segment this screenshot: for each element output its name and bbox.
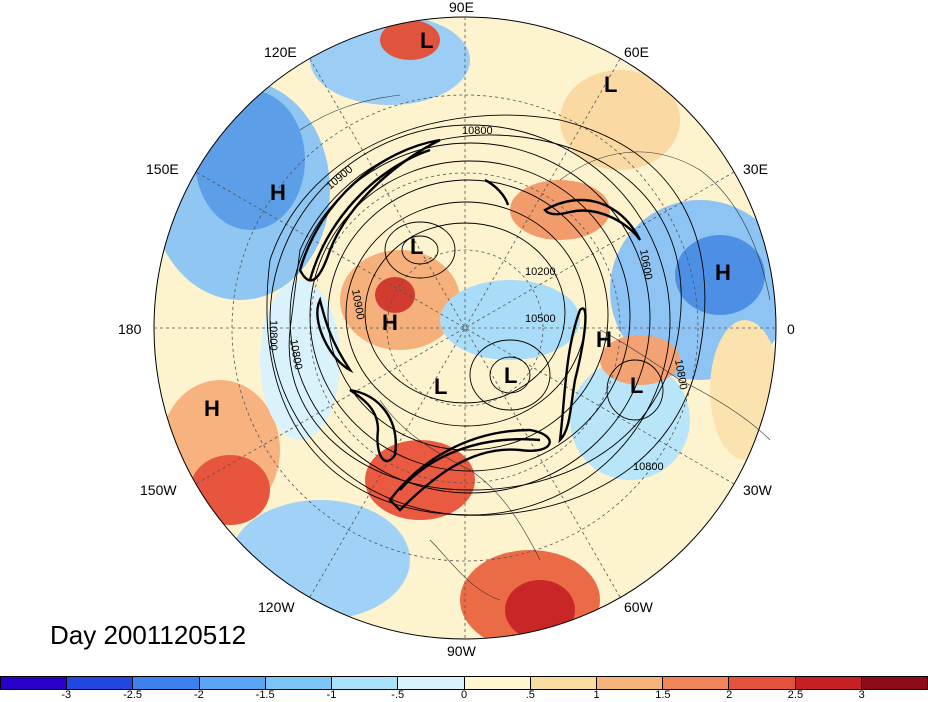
colorbar-segment	[464, 677, 531, 689]
colorbar-tick-label: -2	[193, 689, 204, 701]
colorbar-segment	[861, 677, 928, 689]
contour-label: 10900	[349, 288, 366, 320]
colorbar-tick-label: -1.5	[255, 689, 275, 701]
lon-label-120w: 120W	[258, 599, 295, 615]
pressure-center-label: L	[504, 363, 517, 388]
lon-label-90w: 90W	[447, 643, 477, 659]
colorbar-tick-label: 2.5	[787, 689, 804, 701]
colorbar-segment	[1, 677, 68, 689]
pressure-center-label: L	[434, 374, 447, 399]
pressure-center-label: L	[630, 373, 643, 398]
anomaly-field	[154, 17, 776, 639]
colorbar-segment	[663, 677, 730, 689]
contour-label: 10800	[462, 125, 493, 137]
colorbar-segment	[265, 677, 333, 689]
colorbar-tick-label: 3	[858, 689, 865, 701]
colorbar-tick-label: .5	[525, 689, 535, 701]
colorbar-tick-label: 1.5	[655, 689, 671, 701]
colorbar-tick-label: 2	[726, 689, 733, 701]
colorbar-tick-label: -2.5	[123, 689, 143, 701]
longitude-labels: 90E 60E 30E 0 30W 60W 90W 120W 150W 180 …	[118, 0, 795, 659]
colorbar-segment	[596, 677, 664, 689]
colorbar-segment	[398, 677, 465, 689]
contour-label: 10800	[267, 320, 279, 351]
coastlines	[299, 94, 771, 601]
height-contours	[266, 114, 706, 516]
colorbar-segment	[795, 677, 862, 689]
contour-label: 10800	[633, 461, 664, 473]
pressure-center-label: L	[410, 234, 423, 259]
contour-label: 10800	[672, 358, 689, 390]
date-label: Day 2001120512	[50, 620, 247, 650]
pressure-center-label: H	[270, 180, 286, 205]
lon-label-120e: 120E	[264, 44, 297, 60]
contour-label: 10500	[525, 313, 556, 325]
contour-label: 10800	[287, 338, 304, 370]
colorbar-tick-label: 1	[593, 689, 600, 701]
colorbar-tick-label: -.5	[391, 689, 405, 701]
pressure-centers: L L H H L H H L L L H	[204, 28, 731, 421]
lon-label-150e: 150E	[146, 161, 179, 177]
colorbar-segment	[67, 677, 134, 689]
colorbar-tick-label: 0	[460, 689, 468, 701]
colorbar-segment	[332, 677, 399, 689]
colorbar	[0, 676, 928, 690]
colorbar-segment	[530, 677, 597, 689]
colorbar-segment	[199, 677, 266, 689]
lon-label-60e: 60E	[624, 44, 649, 60]
pressure-center-label: L	[420, 28, 433, 53]
lon-label-150w: 150W	[140, 482, 177, 498]
pressure-center-label: L	[604, 72, 617, 97]
colorbar-segment	[729, 677, 796, 689]
pressure-center-label: H	[204, 396, 220, 421]
pressure-center-label: H	[715, 260, 731, 285]
colorbar-segment	[133, 677, 200, 689]
colorbar-labels: -3 -2.5 -2 -1.5 -1 -.5 0 .5 1 1.5 2 2.5 3	[0, 689, 928, 702]
colorbar-tick-label: -1	[326, 689, 337, 701]
lon-label-30e: 30E	[743, 161, 768, 177]
contour-labels: 10800 10900 10800 10200 10600 10800 1080…	[267, 125, 689, 473]
lon-label-0: 0	[787, 321, 795, 337]
pressure-center-label: H	[596, 327, 612, 352]
lon-label-30w: 30W	[743, 482, 773, 498]
lon-label-60w: 60W	[624, 599, 654, 615]
lon-label-180: 180	[118, 321, 142, 337]
contour-label: 10200	[525, 266, 556, 278]
pressure-center-label: H	[382, 310, 398, 335]
lon-label-90e: 90E	[449, 0, 474, 15]
colorbar-tick-label: -3	[61, 689, 72, 701]
contour-label: 10600	[637, 248, 654, 280]
jet-contours	[298, 138, 642, 512]
